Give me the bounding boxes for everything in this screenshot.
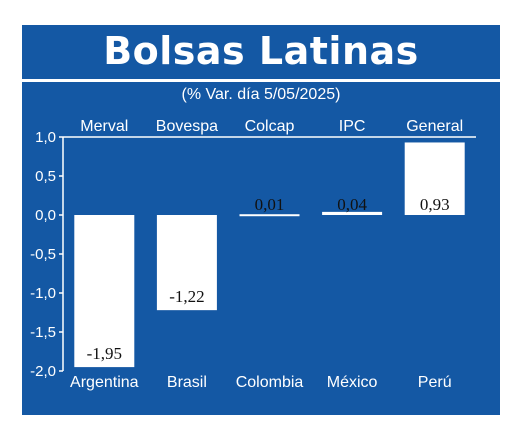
value-label: -1,95 <box>87 344 122 363</box>
value-label: 0,04 <box>337 195 367 214</box>
y-tick-label: 0,0 <box>35 207 56 224</box>
category-label: México <box>327 374 378 391</box>
index-name-label: Bovespa <box>156 118 218 135</box>
title-divider <box>22 79 500 82</box>
bar-brasil <box>156 215 217 311</box>
index-name-label: General <box>406 118 463 135</box>
bar-colombia <box>239 214 300 217</box>
y-tick-label: -2,0 <box>30 363 56 380</box>
category-label: Colombia <box>236 374 304 391</box>
bar-argentina <box>74 215 135 368</box>
chart-title: Bolsas Latinas <box>103 29 419 73</box>
y-tick-label: -0,5 <box>30 246 56 263</box>
index-name-label: Merval <box>80 118 128 135</box>
y-tick-label: -1,5 <box>30 324 56 341</box>
y-tick-label: 1,0 <box>35 129 56 146</box>
y-tick-label: -1,0 <box>30 285 56 302</box>
value-label: 0,93 <box>420 195 450 214</box>
index-name-label: Colcap <box>245 118 295 135</box>
category-label: Brasil <box>167 374 207 391</box>
category-label: Argentina <box>70 374 139 391</box>
index-name-label: IPC <box>339 118 366 135</box>
y-tick-label: 0,5 <box>35 168 56 185</box>
bar-perú <box>404 142 465 215</box>
category-label: Perú <box>418 374 452 391</box>
bar-méxico <box>322 211 383 215</box>
chart-subtitle: (% Var. día 5/05/2025) <box>181 86 341 103</box>
value-label: -1,22 <box>169 287 204 306</box>
value-label: 0,01 <box>255 195 285 214</box>
